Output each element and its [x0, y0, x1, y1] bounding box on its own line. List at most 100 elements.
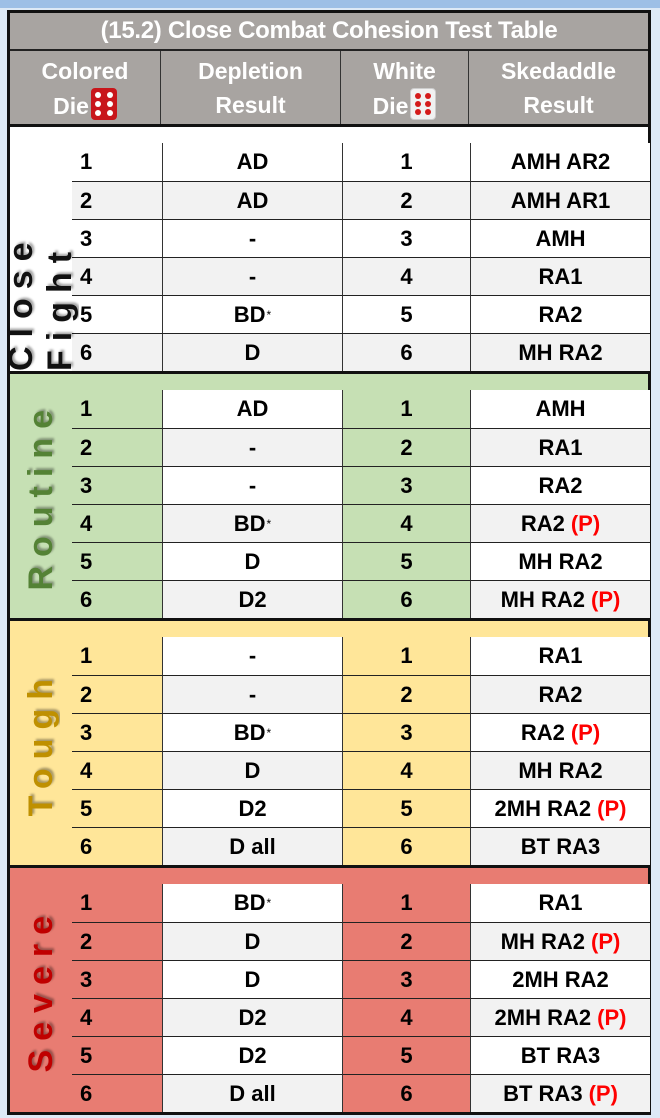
section-routine: Routine 1 AD 1 AMH 2-2 RA1 3-3 RA2 4 BD * 4 RA2 (P) 5 D 5… — [10, 374, 650, 621]
depletion-result: D — [162, 960, 342, 998]
colored-die-value: 5 — [72, 789, 162, 827]
white-die-value: 2 — [342, 181, 470, 219]
skedaddle-result: MH RA2 — [470, 751, 650, 789]
footnote-mark: * — [266, 516, 272, 531]
section-close-fight: Close Fight 1 AD 1 AMH AR2 2 AD 2 AMH AR1 3-3 AMH 4… — [2, 127, 650, 374]
section-tough: Tough 1-1 RA1 2-2 RA2 3 BD * 3 RA2 (P) 4 D 4 MH RA2 5 D2… — [10, 621, 650, 868]
white-die-value: 1 — [342, 637, 470, 675]
skedaddle-result: RA2 — [470, 295, 650, 333]
skedaddle-result: MH RA2 — [470, 542, 650, 580]
white-die-value: 5 — [342, 789, 470, 827]
colored-die-value: 2 — [72, 922, 162, 960]
section-severe: Severe 1 BD * 1 RA1 2 D 2 MH RA2 (P) 3 D 3 2MH RA2 4 D2 4… — [10, 868, 650, 1112]
depletion-result: - — [162, 257, 342, 295]
colored-die-value: 6 — [72, 1074, 162, 1112]
footnote-mark: * — [266, 307, 272, 322]
skedaddle-result: RA2 (P) — [470, 713, 650, 751]
depletion-result: D — [162, 751, 342, 789]
skedaddle-result: AMH AR2 — [470, 143, 650, 181]
skedaddle-result: AMH — [470, 390, 650, 428]
cohesion-test-table: (15.2) Close Combat Cohesion Test Table … — [2, 10, 651, 1115]
depletion-result: - — [162, 637, 342, 675]
white-die-value: 3 — [342, 713, 470, 751]
depletion-result: D — [162, 333, 342, 371]
white-die-value: 6 — [342, 333, 470, 371]
depletion-result: D2 — [162, 1036, 342, 1074]
depletion-result: AD — [162, 181, 342, 219]
header-skedaddle-result: Skedaddle Result — [468, 51, 648, 124]
colored-die-value: 1 — [80, 396, 93, 421]
white-die-value: 3 — [342, 219, 470, 257]
colored-die-value: 3 — [72, 960, 162, 998]
section-label: Severe — [21, 907, 60, 1073]
depletion-result: D2 — [162, 789, 342, 827]
top-bar — [0, 0, 660, 8]
white-die-value: 4 — [342, 751, 470, 789]
depletion-result: D2 — [162, 580, 342, 618]
skedaddle-result: RA1 — [470, 428, 650, 466]
header-depletion-result: Depletion Result — [160, 51, 340, 124]
header-colored-die: Colored Die — [41, 58, 129, 120]
white-die-value: 1 — [342, 390, 470, 428]
white-die-six-icon — [410, 88, 437, 120]
colored-die-value: 5 — [72, 1036, 162, 1074]
skedaddle-result: 2MH RA2 (P) — [470, 998, 650, 1036]
skedaddle-result: RA2 — [470, 675, 650, 713]
depletion-result: BD * — [162, 713, 342, 751]
skedaddle-result: BT RA3 (P) — [470, 1074, 650, 1112]
white-die-value: 6 — [342, 1074, 470, 1112]
colored-die-value: 3 — [72, 219, 162, 257]
penalty-marker: (P) — [570, 510, 601, 536]
skedaddle-result: AMH — [470, 219, 650, 257]
penalty-marker: (P) — [591, 928, 621, 954]
colored-die-value: 3 — [72, 466, 162, 504]
penalty-marker: (P) — [597, 1004, 627, 1030]
white-die-value: 4 — [342, 504, 470, 542]
red-die-six-icon — [90, 88, 117, 120]
footnote-mark: * — [266, 896, 272, 910]
depletion-result: AD — [162, 143, 342, 181]
skedaddle-result: BT RA3 — [470, 1036, 650, 1074]
skedaddle-result: MH RA2 (P) — [470, 580, 650, 618]
white-die-value: 6 — [342, 827, 470, 865]
depletion-result: D — [162, 542, 342, 580]
section-label: Routine — [21, 401, 60, 591]
section-label: Tough — [21, 669, 60, 817]
depletion-result: - — [162, 466, 342, 504]
white-die-value: 1 — [342, 143, 470, 181]
section-label: Close Fight — [2, 233, 79, 371]
skedaddle-result: RA1 — [470, 257, 650, 295]
colored-die-value: 4 — [72, 751, 162, 789]
white-die-value: 2 — [342, 922, 470, 960]
white-die-value: 2 — [342, 675, 470, 713]
depletion-result: D2 — [162, 998, 342, 1036]
depletion-result: D — [162, 922, 342, 960]
skedaddle-result: BT RA3 — [470, 827, 650, 865]
white-die-value: 5 — [342, 542, 470, 580]
depletion-result: BD * — [162, 295, 342, 333]
table-title: (15.2) Close Combat Cohesion Test Table — [10, 13, 648, 51]
white-die-value: 3 — [342, 466, 470, 504]
white-die-value: 1 — [342, 884, 470, 922]
depletion-result: BD * — [162, 504, 342, 542]
table-body: Close Fight 1 AD 1 AMH AR2 2 AD 2 AMH AR1 3-3 AMH 4… — [2, 127, 650, 1112]
colored-die-value: 1 — [72, 143, 162, 181]
header-white-die: White Die — [340, 51, 468, 124]
skedaddle-result: RA1 — [470, 637, 650, 675]
depletion-result: D all — [162, 1074, 342, 1112]
colored-die-value: 6 — [72, 580, 162, 618]
colored-die-value: 4 — [72, 257, 162, 295]
skedaddle-result: RA2 (P) — [470, 504, 650, 542]
skedaddle-result: 2MH RA2 — [470, 960, 650, 998]
penalty-marker: (P) — [597, 795, 627, 821]
depletion-result: - — [162, 428, 342, 466]
skedaddle-result: 2MH RA2 (P) — [470, 789, 650, 827]
skedaddle-result: AMH AR1 — [470, 181, 650, 219]
white-die-value: 4 — [342, 998, 470, 1036]
white-die-value: 5 — [342, 1036, 470, 1074]
depletion-result: BD * — [162, 884, 342, 922]
depletion-result: AD — [162, 390, 342, 428]
penalty-marker: (P) — [570, 719, 601, 745]
white-die-value: 5 — [342, 295, 470, 333]
skedaddle-result: RA1 — [470, 884, 650, 922]
